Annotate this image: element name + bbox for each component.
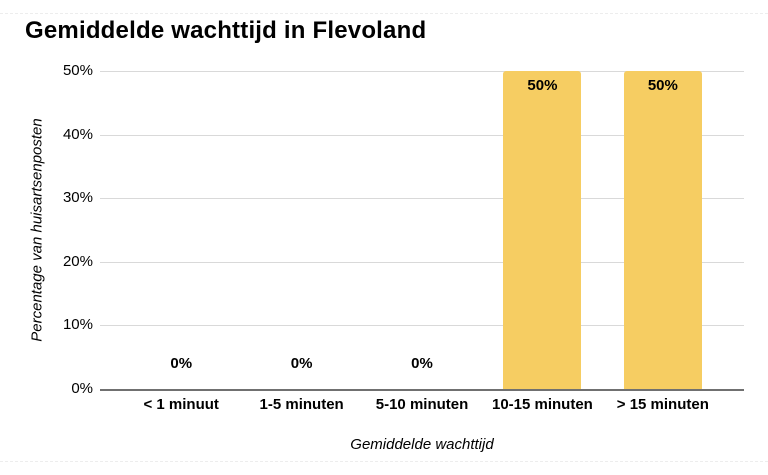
x-axis-title: Gemiddelde wachttijd: [350, 436, 494, 453]
x-axis-category-labels: < 1 minuut 1-5 minuten 5-10 minuten 10-15 m…: [121, 396, 723, 413]
y-tick-label: 30%: [62, 189, 93, 207]
x-category-label: 10-15 minuten: [491, 396, 593, 413]
bar: [623, 71, 702, 389]
top-dashed-border: [0, 13, 768, 14]
y-tick-label: 50%: [62, 62, 93, 79]
gridline-40%: [100, 134, 744, 136]
bar-data-label: 0%: [170, 355, 193, 372]
bar-column: 50%: [482, 71, 602, 389]
y-tick-label: 10%: [62, 316, 93, 334]
plot-area: 0% 0% 0% 50% 50%: [100, 71, 744, 391]
bar-column: 0%: [121, 71, 241, 389]
bar-data-label: 0%: [411, 355, 433, 372]
gridline-20%: [100, 261, 744, 263]
y-axis-tick-labels: 0% 10% 20% 30% 40% 50%: [0, 63, 93, 397]
bar-data-label: 0%: [290, 355, 313, 372]
chart-title: Gemiddelde wachttijd in Flevoland: [25, 17, 427, 44]
bar-data-label: 50%: [527, 77, 558, 94]
bar-column: 50%: [603, 71, 723, 389]
bars-row: 0% 0% 0% 50% 50%: [121, 71, 723, 389]
gridline-30%: [100, 198, 744, 200]
bar-data-label: 50%: [647, 77, 678, 94]
x-category-label: > 15 minuten: [616, 396, 709, 413]
bar: [503, 71, 582, 389]
x-category-label: < 1 minuut: [143, 396, 219, 413]
y-tick-label: 0%: [71, 380, 93, 397]
gridline-10%: [100, 325, 744, 327]
bar-column: 0%: [241, 71, 361, 389]
x-category-label: 5-10 minuten: [375, 396, 469, 413]
y-tick-label: 40%: [62, 125, 93, 143]
bar-column: 0%: [362, 71, 482, 389]
y-tick-label: 20%: [62, 252, 93, 270]
bottom-dashed-border: [0, 461, 768, 462]
gridline-50%: [100, 71, 744, 72]
x-category-label: 1-5 minuten: [259, 396, 344, 413]
